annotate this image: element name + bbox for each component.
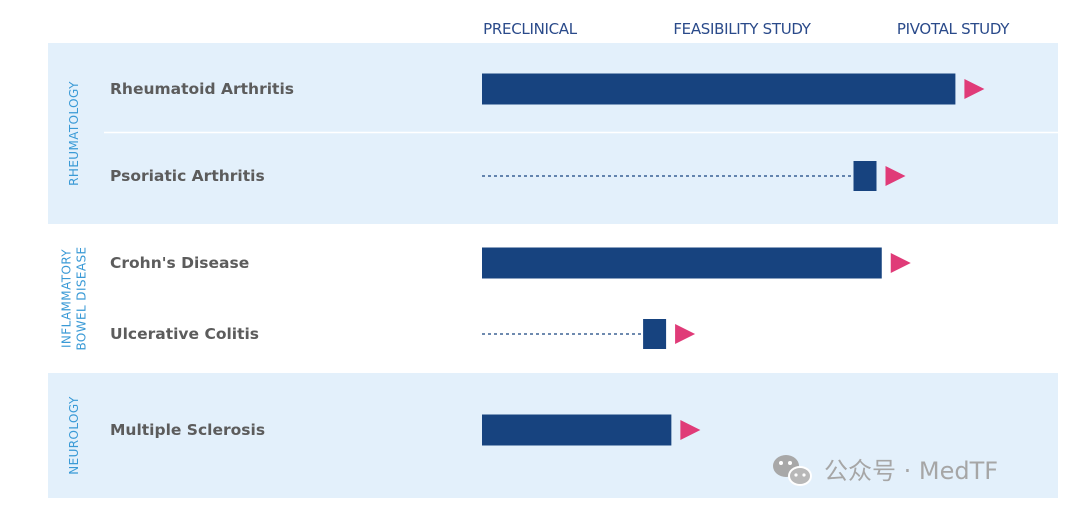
area-label: NEUROLOGY	[67, 396, 81, 475]
progress-marker	[853, 161, 877, 191]
area-label: RHEUMATOLOGY	[67, 81, 81, 186]
progress-arrow	[680, 420, 701, 440]
progress-arrow	[885, 166, 906, 186]
disease-label: Rheumatoid Arthritis	[110, 80, 294, 98]
wechat-icon	[773, 455, 812, 486]
progress-arrow	[964, 79, 985, 99]
phase-label-3: PIVOTAL STUDY	[897, 20, 1010, 38]
progress-marker	[643, 319, 667, 349]
disease-label: Psoriatic Arthritis	[110, 167, 265, 185]
area-label: INFLAMMATORY	[60, 249, 74, 348]
progress-bar	[482, 247, 882, 279]
watermark: 公众号 · MedTF	[773, 455, 998, 486]
phase-label-2: FEASIBILITY STUDY	[673, 20, 811, 38]
progress-bar	[482, 414, 672, 446]
watermark-text: 公众号 · MedTF	[824, 457, 998, 485]
disease-label: Multiple Sclerosis	[110, 421, 265, 439]
progress-bar	[482, 73, 956, 105]
progress-arrow	[675, 324, 696, 344]
progress-arrow	[890, 253, 911, 273]
disease-label: Crohn's Disease	[110, 254, 249, 272]
disease-label: Ulcerative Colitis	[110, 325, 259, 343]
phase-label-1: PRECLINICAL	[483, 20, 578, 38]
area-label: BOWEL DISEASE	[75, 246, 89, 350]
group-band-1	[48, 43, 1058, 224]
